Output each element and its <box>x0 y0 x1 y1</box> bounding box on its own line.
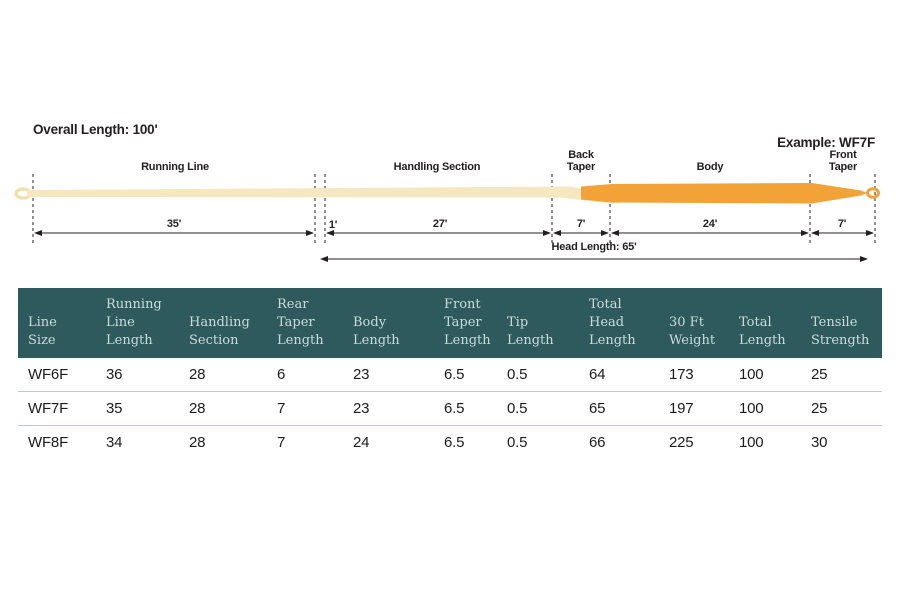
table-cell: 0.5 <box>507 434 528 451</box>
table-cell: 23 <box>343 391 434 426</box>
column-header-body-length: Body Length <box>343 288 434 358</box>
column-header-running-line-length: Running Line Length <box>96 288 179 358</box>
table-row-wf8f: WF8F 34 28 7 24 6.5 0.5 66 225 100 30 <box>18 426 882 460</box>
table-cell: 6.5 <box>444 434 465 451</box>
table-cell: 64 <box>579 358 659 392</box>
front-taper-label-line2: Taper <box>829 161 858 173</box>
table-cell: 173 <box>659 358 729 392</box>
table-cell: 25 <box>801 391 882 426</box>
table-cell: 100 <box>729 391 801 426</box>
running-line-dimension: 35' <box>167 218 182 230</box>
table-cell: 7 <box>267 391 343 426</box>
column-header-rear-taper-length: Rear Taper Length <box>267 288 343 358</box>
table-cell: 6.5 <box>434 358 497 392</box>
table-cell: 100 <box>739 434 764 451</box>
column-header-handling-section: Handling Section <box>179 288 267 358</box>
column-header-front-taper-length: Front Taper Length <box>434 288 497 358</box>
handling-dimension: 27' <box>433 218 448 230</box>
table-cell: 7 <box>277 434 286 451</box>
table-cell: 66 <box>589 434 606 451</box>
table-cell: 23 <box>343 358 434 392</box>
running-line-label: Running Line <box>141 161 209 173</box>
table-cell: 24 <box>353 434 370 451</box>
overall-length-label: Overall Length: 100' <box>33 122 158 137</box>
column-header-tensile-strength: Tensile Strength <box>801 288 882 358</box>
column-header-total-length: Total Length <box>729 288 801 358</box>
front-loop-icon <box>866 187 880 199</box>
fly-line-diagram: Overall Length: 100' Example: WF7F Runni… <box>14 122 880 262</box>
table-cell: 0.5 <box>497 391 579 426</box>
table-cell: WF7F <box>18 391 96 426</box>
back-taper-label-line1: Back <box>568 149 595 161</box>
body-label: Body <box>697 161 725 173</box>
spec-table: Line Size Running Line Length Handling S… <box>18 288 882 459</box>
table-cell: 25 <box>801 358 882 392</box>
table-row-wf6f: WF6F 36 28 6 23 6.5 0.5 64 173 100 25 <box>18 358 882 392</box>
column-header-line-size: Line Size <box>18 288 96 358</box>
table-cell: 6 <box>267 358 343 392</box>
example-label: Example: WF7F <box>777 135 875 150</box>
column-header-30ft-weight: 30 Ft Weight <box>659 288 729 358</box>
table-cell: 100 <box>729 358 801 392</box>
table-cell: 34 <box>106 434 123 451</box>
spec-table-header: Line Size Running Line Length Handling S… <box>18 288 882 358</box>
table-cell: 35 <box>96 391 179 426</box>
table-cell: 6.5 <box>434 391 497 426</box>
head-length-dimension: Head Length: 65' <box>552 241 638 253</box>
gap-dimension: 1' <box>329 219 338 231</box>
table-cell: 0.5 <box>497 358 579 392</box>
column-header-tip-length: Tip Length <box>497 288 579 358</box>
front-taper-label-line1: Front <box>829 149 857 161</box>
body-dimension: 24' <box>703 218 718 230</box>
table-cell: 197 <box>659 391 729 426</box>
table-cell: 28 <box>179 391 267 426</box>
head-body-shape <box>581 183 867 204</box>
table-cell: 30 <box>811 434 828 451</box>
table-cell: 65 <box>579 391 659 426</box>
table-cell: 36 <box>96 358 179 392</box>
column-header-total-head-length: Total Head Length <box>579 288 659 358</box>
running-line-shape <box>27 186 645 204</box>
back-taper-dimension: 7' <box>577 218 586 230</box>
back-taper-label-line2: Taper <box>567 161 596 173</box>
handling-section-label: Handling Section <box>394 161 481 173</box>
table-cell: 28 <box>179 358 267 392</box>
table-cell: 28 <box>189 434 206 451</box>
dimension-arrows <box>34 230 874 262</box>
fly-line-profile <box>14 183 880 204</box>
table-cell: 225 <box>669 434 694 451</box>
table-row-wf7f: WF7F 35 28 7 23 6.5 0.5 65 197 100 25 <box>18 391 882 426</box>
front-taper-dimension: 7' <box>838 218 847 230</box>
table-cell: WF8F <box>28 434 69 451</box>
table-cell: WF6F <box>18 358 96 392</box>
